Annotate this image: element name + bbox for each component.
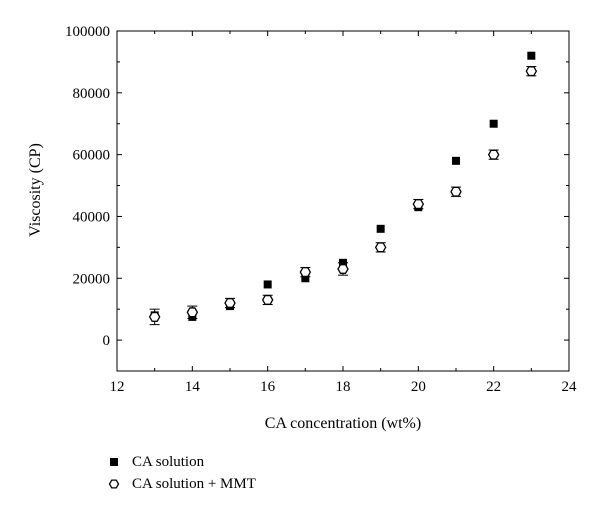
legend-item-ca-solution-mmt: CA solution + MMT xyxy=(106,473,256,495)
ca-solution-mmt-point xyxy=(337,264,349,274)
ca-solution-mmt-point xyxy=(450,186,462,197)
y-tick-label: 0 xyxy=(103,333,111,349)
ca-solution-mmt-point xyxy=(374,242,387,253)
filled-square-marker-icon xyxy=(110,458,118,466)
ca-solution-point xyxy=(301,274,310,283)
ca-solution-mmt-point xyxy=(148,311,161,322)
plot-frame xyxy=(116,30,570,372)
x-tick-label: 24 xyxy=(562,379,578,395)
x-tick-label: 12 xyxy=(110,379,125,395)
legend-label-ca-solution-mmt: CA solution + MMT xyxy=(132,476,256,492)
y-tick-label: 100000 xyxy=(65,24,110,40)
y-tick-label: 40000 xyxy=(73,209,111,225)
ca-solution-point xyxy=(452,156,460,165)
x-tick-label: 20 xyxy=(411,379,426,395)
x-tick-label: 16 xyxy=(260,379,276,395)
ca-solution-mmt-point xyxy=(224,298,236,308)
ca-solution-mmt-point xyxy=(487,149,500,160)
ca-solution-point xyxy=(489,119,498,128)
ca-solution-point xyxy=(263,280,272,289)
y-tick-label: 20000 xyxy=(73,271,111,287)
legend-label-ca-solution: CA solution xyxy=(132,454,205,470)
ca-solution-mmt-point xyxy=(525,66,538,77)
legend: CA solution CA solution + MMT xyxy=(106,451,256,495)
ca-solution-mmt-point xyxy=(412,199,425,210)
tick-labels: 12 14 16 18 20 22 24 0 20000 40000 60000 80000 10000… xyxy=(65,24,577,395)
ca-solution-mmt-point xyxy=(186,307,199,318)
ca-solution-point xyxy=(376,224,385,233)
error-bars xyxy=(149,66,537,326)
ca-solution-mmt-point xyxy=(261,294,274,305)
ca-solution-point xyxy=(339,258,347,267)
x-tick-label: 18 xyxy=(336,379,351,395)
x-axis-title: CA concentration (wt%) xyxy=(265,415,421,432)
y-tick-label: 60000 xyxy=(73,148,111,164)
legend-item-ca-solution: CA solution xyxy=(106,451,256,473)
x-tick-label: 22 xyxy=(486,379,501,395)
x-tick-label: 14 xyxy=(185,379,201,395)
open-hexagon-marker-icon xyxy=(108,479,120,489)
axis-ticks xyxy=(116,30,570,372)
y-axis-title: Viscosity (CP) xyxy=(27,143,44,237)
data-markers xyxy=(148,51,538,322)
ca-solution-mmt-point xyxy=(299,267,312,278)
ca-solution-point xyxy=(527,51,536,60)
y-tick-label: 80000 xyxy=(73,86,111,102)
